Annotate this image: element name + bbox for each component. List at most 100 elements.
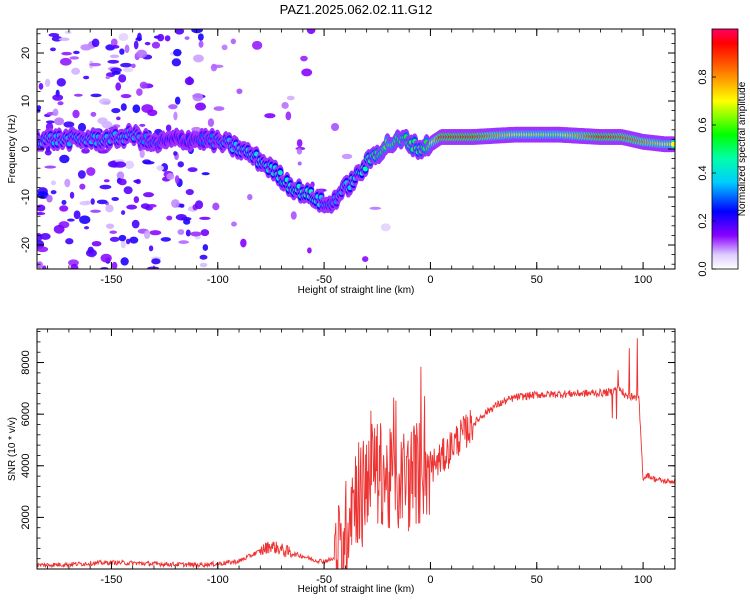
snr-frame [36,328,676,570]
spectrogram-noise-blob [89,62,102,67]
spectrogram-noise-blob [90,198,95,205]
spectrogram-noise-blob [44,149,52,156]
spectrogram-noise-blob [194,200,204,210]
spectrogram-noise-blob [118,234,127,242]
spectrogram-noise-blob [177,229,185,235]
y-tick-label: 20 [20,47,32,59]
x-tick-label: -50 [316,574,332,586]
spectrogram-noise-blob [369,206,382,210]
spectrogram-noise-blob [151,41,161,49]
spectrogram-noise-blob [173,151,178,156]
spectrogram-noise-blob [61,199,67,205]
spectrogram-noise-blob [166,173,175,180]
spectrogram-noise-blob [285,111,292,121]
spectrogram-noise-blob [135,37,142,41]
spectrogram-noise-blob [103,179,110,183]
spectrogram-ridge-core [277,170,283,176]
spectrogram-noise-blob [190,231,202,237]
spectrogram-noise-blob [79,215,91,225]
spectrogram-noise-blob [38,82,44,90]
spectrogram-noise-blob [286,95,295,101]
spectrogram-noise-blob [52,94,64,101]
spectrogram-noise-blob [90,93,102,98]
spectrogram-noise-blob [297,161,302,166]
spectrogram-noise-blob [71,67,81,75]
spectrogram-noise-blob [212,202,220,211]
spectrogram-noise-blob [251,40,263,50]
spectrogram-noise-blob [48,33,60,37]
spectrogram-noise-blob [69,191,75,199]
spectrogram-noise-blob [79,183,86,190]
y-tick-label: 8000 [20,350,32,374]
x-tick-label: 0 [427,574,433,586]
spectrogram-noise-blob [123,67,134,73]
spectrogram-noise-blob [46,194,53,203]
spectrogram-noise-blob [85,249,97,258]
spectrogram-noise-blob [173,111,178,121]
spectrogram-noise-blob [80,44,92,51]
spectrogram-noise-blob [83,75,90,80]
spectrogram-noise-blob [132,104,141,113]
snr-y-axis-label: SNR (10 * v/v) [7,417,18,481]
spectrogram-noise-blob [136,88,143,96]
spectrogram-noise-blob [72,109,80,119]
spectrogram-noise-blob [70,263,79,269]
spectrogram-marks [37,29,675,269]
spectrogram-noise-blob [99,184,112,190]
spectrogram-noise-blob [193,54,204,63]
spectrogram-noise-blob [118,33,129,42]
spectrogram-noise-blob [166,215,173,221]
x-tick-label: -50 [316,274,332,286]
spectrogram-noise-blob [240,238,247,248]
spectrogram-noise-blob [57,101,64,106]
x-tick-label: -100 [207,574,229,586]
spectrogram-noise-blob [296,139,303,148]
spectrogram-noise-blob [126,204,138,210]
spectrogram-noise-blob [184,36,190,40]
colorbar-tick-label: 0.4 [697,165,709,180]
spectrogram-noise-blob [300,55,308,62]
x-tick-label: 0 [427,274,433,286]
spectrogram-noise-blob [115,82,122,91]
spectrogram-noise-blob [187,167,198,173]
spectrogram-noise-blob [111,196,119,201]
spectrogram-noise-blob [149,230,162,236]
spectrogram-noise-blob [90,209,101,213]
spectrogram-noise-blob [111,71,121,75]
spectrogram-noise-blob [105,75,111,80]
spectrogram-noise-blob [63,121,75,128]
spectrogram-noise-blob [130,63,136,69]
spectrogram-noise-blob [231,221,237,227]
spectrogram-noise-blob [111,44,120,49]
spectrogram-noise-blob [173,48,182,57]
spectrogram-noise-blob [165,124,172,132]
spectrogram-noise-blob [281,102,289,109]
spectrogram-noise-blob [59,154,70,164]
y-tick-label: 6000 [20,402,32,426]
spectrogram-noise-blob [120,257,129,266]
spectrogram-noise-blob [187,76,193,85]
snr-ticks: -150 -100 -50 0 50 100 2000 4000 6000 8000 [20,329,675,586]
spectrogram-noise-blob [107,59,120,64]
spectrogram-noise-blob [198,40,204,48]
y-tick-label: 10 [20,95,32,107]
spectrogram-noise-blob [191,29,203,34]
spectrogram-noise-blob [139,149,145,159]
spectrogram-noise-blob [42,265,47,269]
spectrogram-noise-blob [77,170,86,179]
spectrogram-noise-blob [56,78,66,87]
spectrogram-noise-blob [185,229,191,237]
y-tick-label: -20 [20,237,32,253]
spectrogram-noise-blob [147,109,158,117]
colorbar: 0.0 0.2 0.4 0.6 0.8 Normalized spectral ampl… [697,28,748,277]
spectrogram-noise-blob [110,38,118,47]
x-tick-label: 100 [634,574,652,586]
spectrogram-noise-blob [65,238,74,245]
y-tick-label: 2000 [20,505,32,529]
spectrogram-noise-blob [44,78,51,87]
spectrogram-noise-blob [133,40,139,50]
spectrogram-noise-blob [73,210,81,220]
spectrogram-noise-blob [144,41,151,46]
spectrogram-noise-blob [50,190,57,195]
colorbar-tick-label: 0.6 [697,117,709,132]
